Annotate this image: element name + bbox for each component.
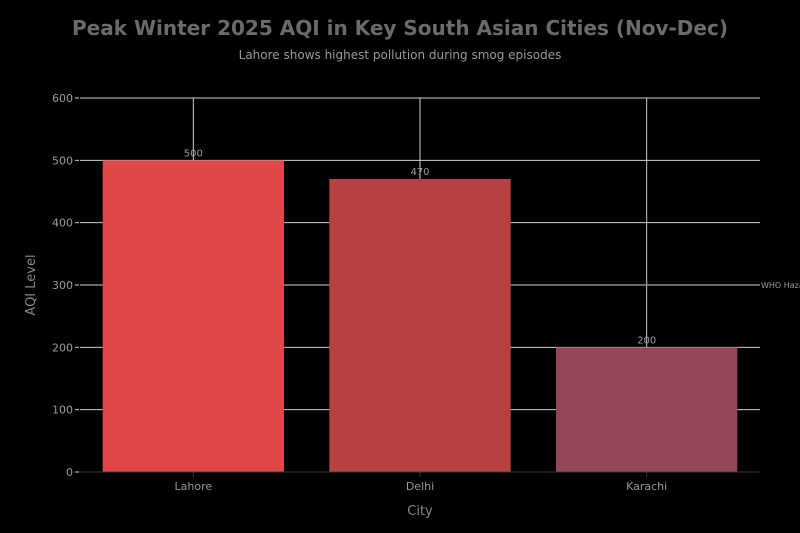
data-labels: 500 470 200	[184, 148, 656, 346]
y-tick-label: 400	[52, 217, 73, 230]
reference-line-label: WHO Hazardous	[761, 281, 800, 290]
bars	[102, 160, 738, 473]
x-tick-label-karachi: Karachi	[626, 480, 667, 493]
chart-title: Peak Winter 2025 AQI in Key South Asian …	[72, 16, 728, 40]
y-tick-label: 200	[52, 341, 73, 354]
bar-lahore	[102, 160, 285, 473]
x-axis-title: City	[407, 504, 433, 519]
bar-delhi	[329, 179, 511, 473]
data-label-lahore: 500	[184, 148, 203, 159]
data-label-karachi: 200	[637, 335, 656, 346]
y-tick-label: 500	[52, 154, 73, 167]
y-axis: 0 100 200 300 400 500 600	[52, 92, 79, 479]
y-tick-label: 0	[66, 466, 73, 479]
x-axis: Lahore Delhi Karachi	[80, 471, 760, 493]
bar-karachi	[556, 347, 738, 472]
y-tick-label: 600	[52, 92, 73, 105]
x-tick-label-delhi: Delhi	[406, 480, 434, 493]
y-tick-label: 100	[52, 404, 73, 417]
y-tick-label: 300	[52, 279, 73, 292]
chart-subtitle: Lahore shows highest pollution during sm…	[239, 48, 562, 62]
y-axis-title: AQI Level	[24, 254, 39, 315]
data-label-delhi: 470	[410, 167, 429, 178]
x-tick-label-lahore: Lahore	[175, 480, 213, 493]
